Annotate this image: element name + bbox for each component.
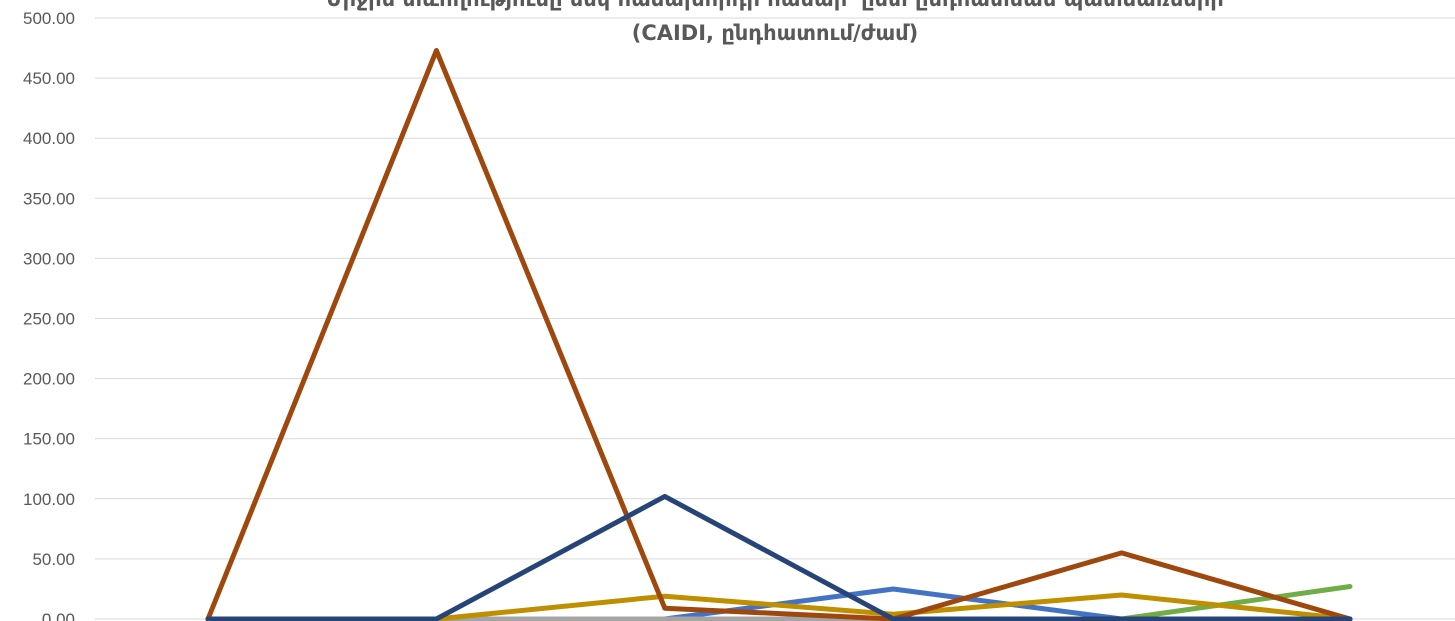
y-tick-label: 100.00 — [23, 490, 75, 509]
gridlines — [95, 17, 1455, 620]
chart-title-line-2: (CAIDI, ընդհատում/ժամ) — [632, 21, 919, 45]
y-tick-label: 250.00 — [23, 310, 75, 329]
y-tick-label: 500.00 — [23, 9, 75, 28]
series-line-6 — [205, 493, 1353, 621]
series-lines — [205, 48, 1353, 621]
series-line-5 — [205, 48, 1353, 621]
y-tick-label: 300.00 — [23, 249, 75, 268]
y-tick-label: 350.00 — [23, 189, 75, 208]
y-tick-label: 200.00 — [23, 370, 75, 389]
y-tick-label: 150.00 — [23, 430, 75, 449]
y-axis-tick-labels: 0.00 50.00 100.00 150.00 200.00 250.00 300.00 3… — [23, 9, 75, 621]
y-tick-label: 0.00 — [42, 610, 75, 621]
chart-title: Միջին տևողությունը մեկ հաճախորդի համար՝ … — [326, 0, 1224, 45]
chart-title-line-1: Միջին տևողությունը մեկ հաճախորդի համար՝ … — [326, 0, 1224, 11]
y-tick-label: 400.00 — [23, 129, 75, 148]
y-tick-label: 50.00 — [32, 550, 75, 569]
y-tick-label: 450.00 — [23, 69, 75, 88]
